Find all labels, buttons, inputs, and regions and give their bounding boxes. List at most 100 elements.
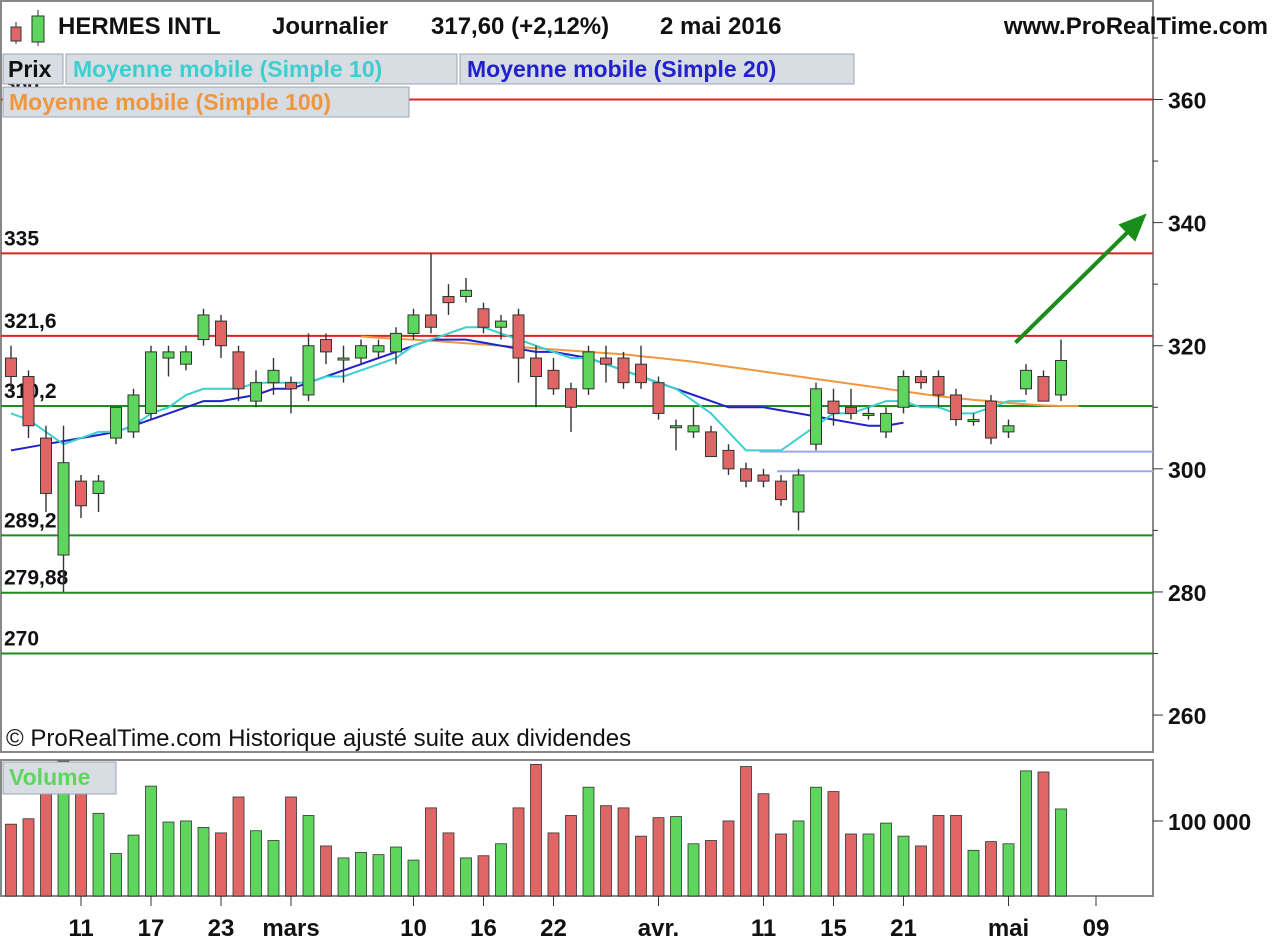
- candle-body-27: [477, 308, 490, 328]
- x-tick-label-4: 10: [400, 915, 427, 942]
- legend-sma100: Moyenne mobile (Simple 100): [9, 89, 331, 115]
- candle-body-14: [250, 382, 262, 402]
- candle-45: [792, 468, 805, 531]
- volume-bar-12: [215, 832, 227, 897]
- candle-body-53: [932, 376, 945, 396]
- volume-bar-14: [250, 830, 262, 897]
- volume-bar-31: [547, 832, 560, 897]
- candle-body-48: [845, 406, 857, 414]
- candle-body-50: [880, 412, 892, 433]
- candle-body-55: [967, 419, 980, 423]
- legend-sma20: Moyenne mobile (Simple 20): [467, 56, 776, 82]
- candle-body-15: [267, 369, 280, 384]
- x-tick-label-10: 21: [890, 915, 917, 942]
- candle-8: [145, 345, 157, 420]
- candle-19: [337, 345, 350, 383]
- y-tick-label-280: 280: [1168, 580, 1206, 606]
- candle-body-1: [22, 376, 35, 427]
- candle-body-39: [687, 425, 700, 433]
- candle-body-11: [197, 314, 210, 341]
- candle-body-3: [57, 462, 70, 556]
- legend-box-price: [2, 53, 64, 85]
- candle-49: [862, 407, 875, 420]
- candle-body-13: [232, 351, 245, 390]
- candle-47: [827, 388, 840, 426]
- instrument-name: HERMES INTL: [58, 13, 221, 40]
- candle-48: [845, 388, 857, 420]
- candle-33: [582, 345, 595, 395]
- x-tick-label-11: mai: [988, 915, 1029, 942]
- candle-30: [530, 345, 542, 408]
- candle-7: [127, 388, 140, 439]
- volume-bar-43: [757, 793, 770, 897]
- volume-bar-27: [477, 855, 490, 897]
- volume-bar-18: [320, 845, 332, 897]
- candle-28: [495, 314, 507, 340]
- volume-bar-48: [845, 833, 857, 897]
- candle-18: [320, 333, 332, 365]
- candle-5: [92, 474, 105, 512]
- candle-body-46: [810, 388, 822, 445]
- volume-bar-59: [1037, 771, 1050, 897]
- arrow-head: [1118, 213, 1147, 242]
- volume-bars: [5, 760, 1067, 897]
- level-label-5: 279,88: [4, 567, 69, 590]
- candle-38: [670, 419, 682, 451]
- candle-31: [547, 358, 560, 395]
- volume-bar-34: [600, 805, 612, 897]
- candle-body-12: [215, 320, 227, 347]
- y-tick-label-360: 360: [1168, 87, 1206, 113]
- volume-bar-39: [687, 843, 700, 897]
- volume-bar-35: [617, 807, 630, 897]
- trend-arrow: [1014, 213, 1147, 345]
- website-link[interactable]: www.ProRealTime.com: [1003, 13, 1268, 40]
- candle-17: [302, 333, 315, 402]
- volume-bar-47: [827, 791, 840, 897]
- candle-50: [880, 407, 892, 439]
- candle-body-52: [915, 376, 927, 384]
- legend-box-sma10: [65, 53, 458, 85]
- x-tick-label-1: 17: [138, 915, 165, 942]
- candle-43: [757, 468, 770, 488]
- level-label-1: 335: [4, 227, 39, 250]
- candle-body-45: [792, 474, 805, 513]
- candle-46: [810, 382, 822, 451]
- candle-16: [285, 376, 297, 414]
- candle-body-10: [180, 351, 192, 365]
- candle-25: [442, 284, 455, 315]
- candle-body-23: [407, 314, 420, 334]
- volume-bar-29: [512, 807, 525, 897]
- candle-59: [1037, 370, 1050, 402]
- sma20-line: [10, 338, 904, 452]
- date-axis: 11 17 23 mars 10 16 22 avr. 11 15 21 mai 09: [68, 896, 1109, 942]
- volume-bar-0: [5, 823, 17, 897]
- candle-53: [932, 370, 945, 408]
- candle-54: [950, 388, 962, 426]
- volume-bar-13: [232, 796, 245, 897]
- volume-bar-8: [145, 785, 157, 897]
- price-axis: 260 280 300 320 340 360: [1153, 37, 1206, 729]
- legend-box-sma20: [459, 53, 855, 85]
- volume-label-box: [2, 761, 117, 795]
- volume-bar-53: [932, 815, 945, 897]
- volume-bar-5: [92, 812, 105, 897]
- candle-body-18: [320, 339, 332, 353]
- candle-body-25: [442, 295, 455, 304]
- candle-12: [215, 314, 227, 359]
- volume-label: Volume: [9, 764, 90, 790]
- candle-39: [687, 407, 700, 439]
- candle-20: [355, 339, 367, 365]
- volume-bar-52: [915, 845, 927, 897]
- volume-bar-11: [197, 827, 210, 897]
- candle-body-19: [337, 357, 350, 361]
- candle-body-51: [897, 376, 910, 408]
- volume-tick-label: 100 000: [1168, 809, 1251, 835]
- candle-body-33: [582, 351, 595, 390]
- volume-bar-25: [442, 832, 455, 897]
- candle-body-7: [127, 394, 140, 433]
- volume-bar-3: [57, 760, 70, 897]
- candle-body-21: [372, 345, 385, 353]
- candle-6: [110, 406, 122, 445]
- candle-body-30: [530, 357, 542, 377]
